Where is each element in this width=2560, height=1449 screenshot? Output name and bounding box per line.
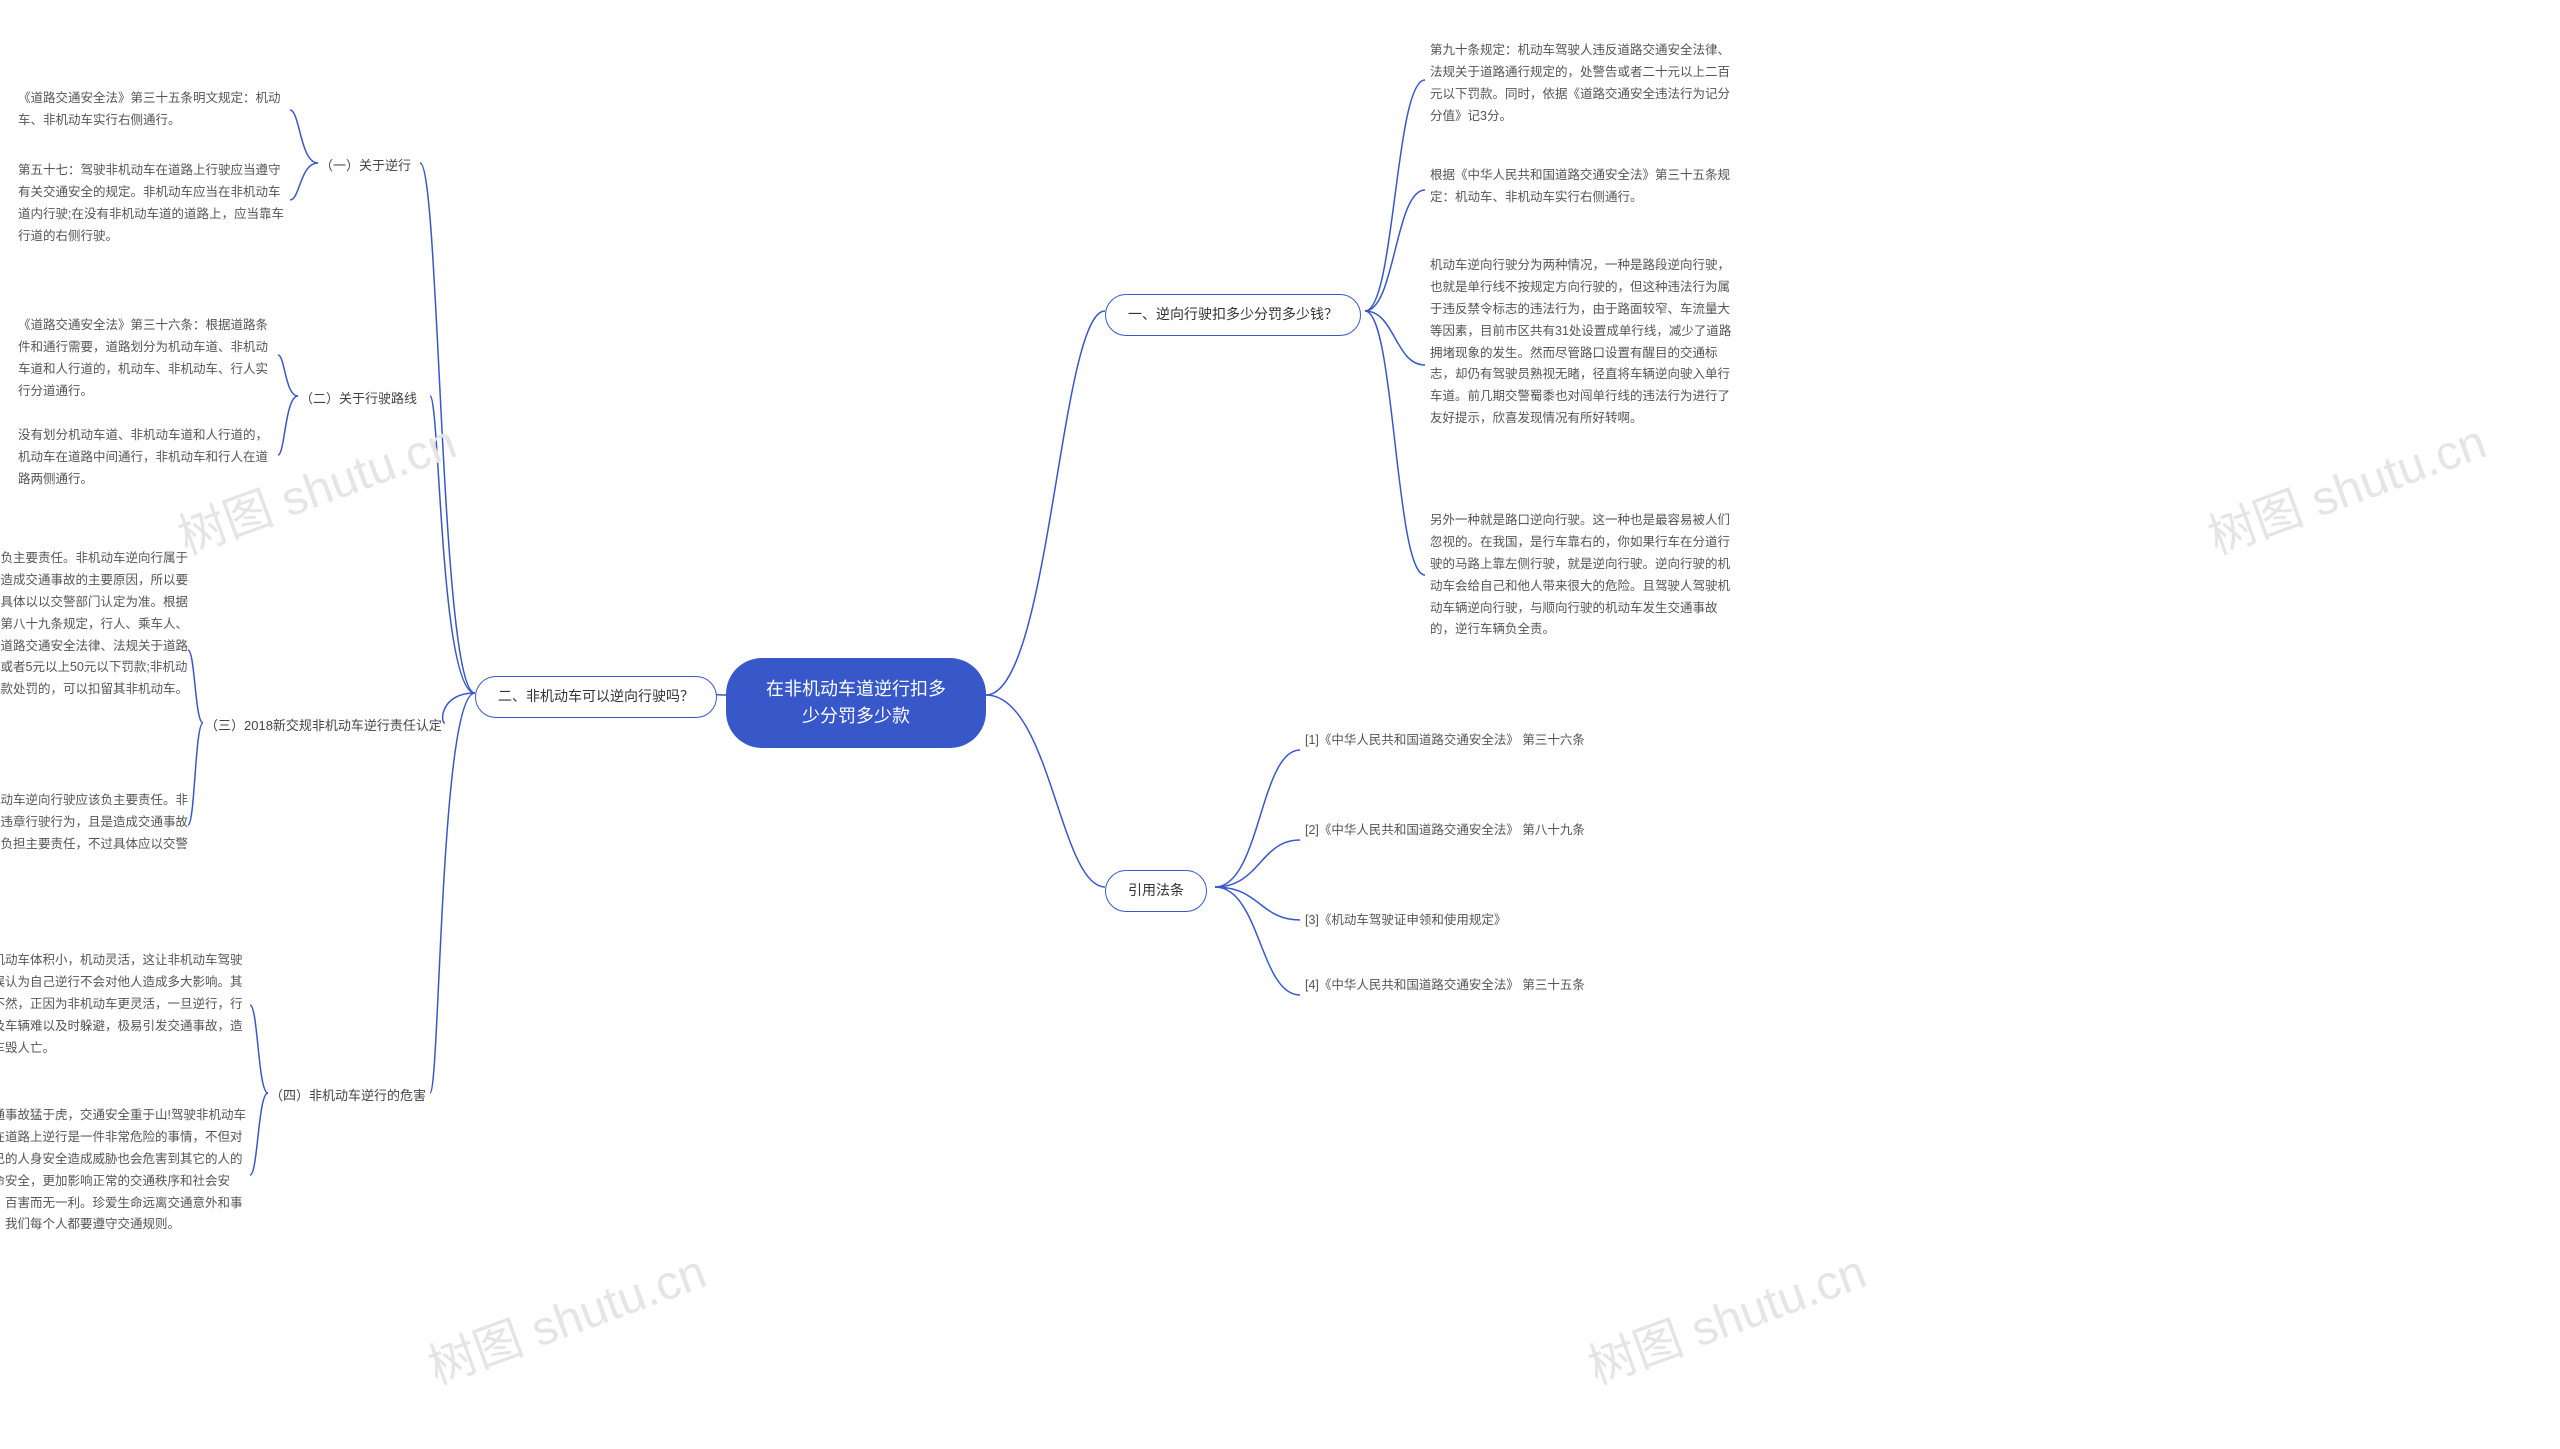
branch-right-1: 一、逆向行驶扣多少分罚多少钱？ [1105,294,1361,336]
leaf-r1-0: 第九十条规定：机动车驾驶人违反道路交通安全法律、法规关于道路通行规定的，处警告或… [1430,40,1740,128]
watermark: 树图 shutu.cn [2197,402,2494,567]
leaf-s1-1: 第五十七：驾驶非机动车在道路上行驶应当遵守有关交通安全的规定。非机动车应当在非机… [18,160,288,248]
branch-right-2: 引用法条 [1105,870,1207,912]
sub-3: （三）2018新交规非机动车逆行责任认定 [205,715,442,737]
leaf-r2-0: [1]《中华人民共和国道路交通安全法》 第三十六条 [1305,730,1615,752]
leaf-r1-2: 机动车逆向行驶分为两种情况，一种是路段逆向行驶，也就是单行线不按规定方向行驶的，… [1430,255,1740,430]
leaf-r2-3: [4]《中华人民共和国道路交通安全法》 第三十五条 [1305,975,1615,997]
leaf-r1-1: 根据《中华人民共和国道路交通安全法》第三十五条规定：机动车、非机动车实行右侧通行… [1430,165,1740,209]
leaf-s4-1: 交通事故猛于虎，交通安全重于山!驾驶非机动车辆在道路上逆行是一件非常危险的事情，… [0,1105,250,1236]
leaf-s2-1: 没有划分机动车道、非机动车道和人行道的，机动车在道路中间通行，非机动车和行人在道… [18,425,278,491]
watermark: 树图 shutu.cn [417,1232,714,1397]
leaf-s1-0: 《道路交通安全法》第三十五条明文规定：机动车、非机动车实行右侧通行。 [18,88,288,132]
leaf-s3-1: 根据法律规定，非机动车逆向行驶应该负主要责任。非机动车逆向行驶属于违章行驶行为，… [0,790,188,878]
branch-left: 二、非机动车可以逆向行驶吗？ [475,676,717,718]
root-node: 在非机动车道逆行扣多少分罚多少款 [726,658,986,748]
branch-left-label: 二、非机动车可以逆向行驶吗？ [498,688,694,704]
leaf-r2-1: [2]《中华人民共和国道路交通安全法》 第八十九条 [1305,820,1615,842]
leaf-r2-2: [3]《机动车驾驶证申领和使用规定》 [1305,910,1615,932]
root-label: 在非机动车道逆行扣多少分罚多少款 [766,679,946,726]
branch-right-2-label: 引用法条 [1128,882,1184,898]
branch-right-1-label: 一、逆向行驶扣多少分罚多少钱？ [1128,306,1338,322]
leaf-r1-3: 另外一种就是路口逆向行驶。这一种也是最容易被人们忽视的。在我国，是行车靠右的，你… [1430,510,1740,641]
leaf-s3-0: 非机动车逆向行应该负主要责任。非机动车逆向行属于违章行驶行为，且是造成交通事故的… [0,548,188,701]
sub-1: （一）关于逆行 [320,155,411,177]
leaf-s2-0: 《道路交通安全法》第三十六条：根据道路条件和通行需要，道路划分为机动车道、非机动… [18,315,278,403]
sub-2: （二）关于行驶路线 [300,388,417,410]
sub-4: （四）非机动车逆行的危害 [270,1085,426,1107]
watermark: 树图 shutu.cn [1577,1232,1874,1397]
leaf-s4-0: 非机动车体积小，机动灵活，这让非机动车驾驶者误认为自己逆行不会对他人造成多大影响… [0,950,250,1059]
